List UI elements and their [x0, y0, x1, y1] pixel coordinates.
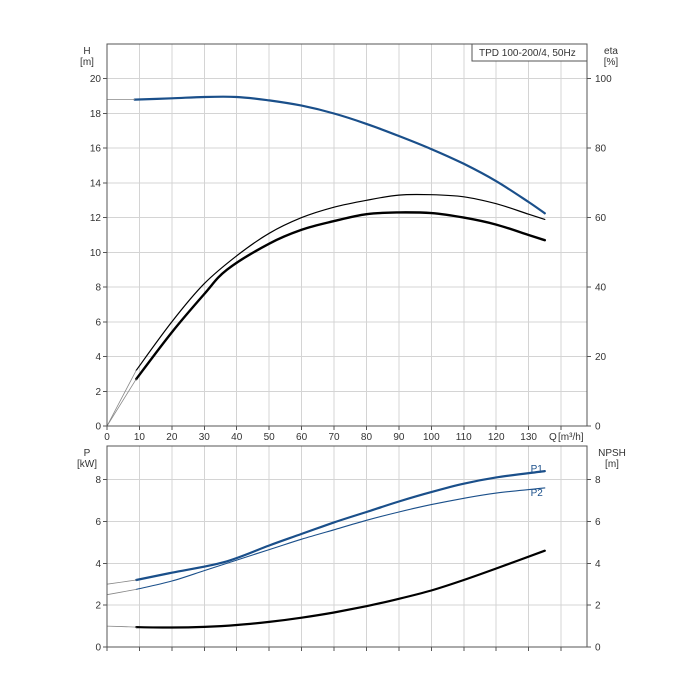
right-axis-tick-label: 0 — [595, 643, 601, 654]
head-axis-label: H — [83, 46, 90, 57]
head-efficiency-grid — [107, 44, 587, 426]
power-axis-label: P — [84, 448, 91, 459]
curve-line — [106, 579, 137, 585]
left-axis-tick-label: 14 — [90, 178, 102, 189]
x-axis-tick-label: 60 — [296, 432, 308, 443]
power-npsh-panel: P1 P2 0 2 4 6 8 0 2 4 6 8 P [kW] NPSH [m] — [77, 445, 626, 654]
efficiency-axis-label: eta — [604, 46, 618, 57]
left-axis-tick-label: 0 — [95, 422, 101, 433]
right-axis-tick-label: 80 — [595, 144, 607, 155]
curve-line — [106, 370, 137, 427]
left-axis-tick-label: 20 — [90, 74, 102, 85]
left-axis-tick-label: 8 — [95, 475, 101, 486]
left-axis-tick-label: 4 — [95, 559, 101, 570]
left-axis-tick-label: 12 — [90, 213, 102, 224]
curve-line — [135, 549, 546, 629]
left-axis-tick-label: 8 — [95, 283, 101, 294]
efficiency-axis-unit: [%] — [604, 57, 619, 68]
left-axis-tick-label: 2 — [95, 601, 101, 612]
left-axis-tick-label: 10 — [90, 248, 102, 259]
p2-curve — [135, 487, 546, 590]
curve-line — [106, 589, 137, 596]
x-axis-tick-label: 0 — [104, 432, 110, 443]
flow-axis-unit: [m³/h] — [558, 432, 584, 443]
x-axis-tick-label: 120 — [488, 432, 505, 443]
left-axis-tick-label: 2 — [95, 387, 101, 398]
head-efficiency-panel: 0 2 4 6 8 10 12 14 16 18 20 0 20 40 60 80 100 0 10 20 30 40 50… — [80, 43, 619, 443]
p2-series-label: P2 — [531, 488, 544, 499]
left-axis-tick-label: 4 — [95, 352, 101, 363]
right-axis-tick-label: 4 — [595, 559, 601, 570]
npsh-axis-label: NPSH — [598, 448, 626, 459]
x-axis-tick-label: 90 — [393, 432, 405, 443]
curve-line — [135, 193, 546, 371]
head-efficiency-frame — [106, 43, 588, 427]
left-axis-tick-label: 6 — [95, 517, 101, 528]
x-axis-tick-label: 10 — [134, 432, 146, 443]
head-efficiency-ticks: 0 2 4 6 8 10 12 14 16 18 20 0 20 40 60 80 100 0 10 20 30 40 50… — [90, 74, 612, 443]
npsh-axis-unit: [m] — [605, 459, 619, 470]
power-npsh-series: P1 P2 — [106, 464, 546, 629]
curve-line — [135, 211, 546, 381]
power-npsh-ticks: 0 2 4 6 8 0 2 4 6 8 — [95, 475, 601, 654]
power-axis-unit: [kW] — [77, 459, 97, 470]
head-axis-unit: [m] — [80, 57, 94, 68]
p1-series-label: P1 — [531, 464, 544, 475]
curve-line — [133, 95, 546, 215]
left-axis-tick-label: 6 — [95, 317, 101, 328]
flow-axis-label: Q — [549, 432, 557, 443]
left-axis-tick-label: 0 — [95, 643, 101, 654]
x-axis-tick-label: 50 — [264, 432, 276, 443]
right-axis-tick-label: 100 — [595, 74, 612, 85]
x-axis-tick-label: 40 — [231, 432, 243, 443]
right-axis-tick-label: 20 — [595, 352, 607, 363]
right-axis-tick-label: 2 — [595, 601, 601, 612]
power-npsh-grid — [107, 446, 587, 647]
left-axis-tick-label: 18 — [90, 109, 102, 120]
right-axis-tick-label: 6 — [595, 517, 601, 528]
right-axis-tick-label: 0 — [595, 422, 601, 433]
chart-title: TPD 100-200/4, 50Hz — [479, 48, 576, 59]
curve-line — [106, 625, 137, 628]
x-axis-tick-label: 110 — [456, 432, 472, 443]
chart-title-box — [471, 43, 588, 62]
right-axis-tick-label: 60 — [595, 213, 607, 224]
power-npsh-frame — [106, 445, 588, 648]
p1-curve — [135, 470, 546, 582]
x-axis-tick-label: 30 — [199, 432, 211, 443]
head-efficiency-series — [106, 95, 546, 427]
right-axis-tick-label: 8 — [595, 475, 601, 486]
x-axis-tick-label: 80 — [361, 432, 373, 443]
x-axis-tick-label: 130 — [520, 432, 537, 443]
x-axis-tick-label: 20 — [166, 432, 178, 443]
left-axis-tick-label: 16 — [90, 144, 102, 155]
right-axis-tick-label: 40 — [595, 283, 607, 294]
curve-line — [106, 378, 137, 427]
x-axis-tick-label: 100 — [423, 432, 440, 443]
x-axis-tick-label: 70 — [328, 432, 340, 443]
